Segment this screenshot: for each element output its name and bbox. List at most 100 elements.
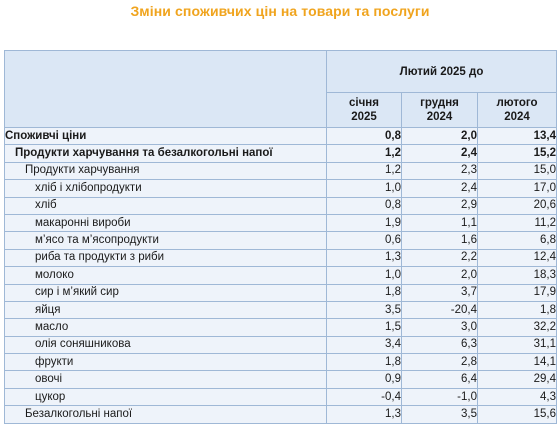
row-label: Продукти харчування bbox=[4, 161, 327, 181]
row-value: -20,4 bbox=[401, 300, 478, 320]
row-label: яйця bbox=[4, 300, 327, 320]
row-label: м’ясо та м’ясопродукти bbox=[4, 231, 327, 250]
column-header-year: 2024 bbox=[426, 111, 453, 123]
row-value: 2,4 bbox=[401, 179, 478, 198]
row-value: 1,0 bbox=[326, 266, 402, 285]
table-row: фрукти 1,8 2,8 14,1 bbox=[4, 353, 558, 372]
row-label: фрукти bbox=[4, 353, 327, 372]
row-label: молоко bbox=[4, 266, 327, 285]
table-row: Продукти харчування та безалкогольні нап… bbox=[4, 144, 558, 163]
row-value: 0,9 bbox=[326, 370, 402, 389]
row-value: -0,4 bbox=[326, 387, 402, 407]
row-value: 32,2 bbox=[476, 318, 558, 337]
table-row: Споживчі ціни 0,8 2,0 13,4 bbox=[4, 126, 558, 146]
row-value: 2,8 bbox=[401, 353, 478, 372]
row-value: 3,4 bbox=[326, 335, 402, 355]
row-value: 1,9 bbox=[326, 213, 402, 233]
row-label: хліб bbox=[4, 196, 327, 215]
row-value: 29,4 bbox=[476, 370, 558, 389]
row-value: 2,3 bbox=[401, 161, 478, 181]
table-row: масло 1,5 3,0 32,2 bbox=[4, 318, 558, 337]
row-value: -1,0 bbox=[401, 387, 478, 407]
row-value: 2,2 bbox=[401, 248, 478, 268]
row-value: 15,2 bbox=[476, 144, 558, 163]
row-value: 6,3 bbox=[401, 335, 478, 355]
row-value: 17,9 bbox=[476, 283, 558, 302]
row-value: 11,2 bbox=[476, 213, 558, 233]
row-value: 0,6 bbox=[326, 231, 402, 250]
table-row: хліб 0,8 2,9 20,6 bbox=[4, 196, 558, 215]
row-label: олія соняшникова bbox=[4, 335, 327, 355]
row-value: 1,5 bbox=[326, 318, 402, 337]
table-header-row: Лютий 2025 до bbox=[4, 50, 558, 128]
column-header: січня 2025 bbox=[326, 92, 402, 128]
row-value: 20,6 bbox=[476, 196, 558, 215]
row-label: масло bbox=[4, 318, 327, 337]
row-value: 13,4 bbox=[476, 126, 558, 146]
column-header-month: лютого bbox=[496, 97, 538, 109]
row-value: 2,9 bbox=[401, 196, 478, 215]
row-value: 12,4 bbox=[476, 248, 558, 268]
table-body: Споживчі ціни 0,8 2,0 13,4 Продукти харчуван… bbox=[4, 126, 558, 424]
column-header-month: грудня bbox=[420, 97, 459, 109]
row-value: 14,1 bbox=[476, 353, 558, 372]
table-row: хліб і хлібопродукти 1,0 2,4 17,0 bbox=[4, 179, 558, 198]
row-value: 3,5 bbox=[326, 300, 402, 320]
table-row: макаронні вироби 1,9 1,1 11,2 bbox=[4, 213, 558, 233]
row-label: Продукти харчування та безалкогольні нап… bbox=[4, 144, 327, 163]
row-value: 2,0 bbox=[401, 126, 478, 146]
row-label: цукор bbox=[4, 387, 327, 407]
table-row: олія соняшникова 3,4 6,3 31,1 bbox=[4, 335, 558, 355]
column-header: грудня 2024 bbox=[401, 92, 478, 128]
row-value: 6,4 bbox=[401, 370, 478, 389]
page-title: Зміни споживчих цін на товари та послуги bbox=[130, 3, 430, 19]
row-label: хліб і хлібопродукти bbox=[4, 179, 327, 198]
table-row: молоко 1,0 2,0 18,3 bbox=[4, 266, 558, 285]
column-header-year: 2024 bbox=[504, 111, 530, 123]
table-row: сир і м’який сир 1,8 3,7 17,9 bbox=[4, 283, 558, 302]
row-value: 0,8 bbox=[326, 126, 402, 146]
row-value: 1,8 bbox=[326, 353, 402, 372]
row-value: 1,3 bbox=[326, 405, 402, 424]
table-row: цукор -0,4 -1,0 4,3 bbox=[4, 387, 558, 407]
table-row: овочі 0,9 6,4 29,4 bbox=[4, 370, 558, 389]
row-label: Споживчі ціни bbox=[4, 126, 327, 146]
row-label: Безалкогольні напої bbox=[4, 405, 327, 424]
table-row: Безалкогольні напої 1,3 3,5 15,6 bbox=[4, 405, 558, 424]
row-value: 1,8 bbox=[326, 283, 402, 302]
row-value: 15,6 bbox=[476, 405, 558, 424]
table-row: м’ясо та м’ясопродукти 0,6 1,6 6,8 bbox=[4, 231, 558, 250]
row-value: 1,3 bbox=[326, 248, 402, 268]
header-blank-cell bbox=[4, 50, 327, 128]
row-value: 3,0 bbox=[401, 318, 478, 337]
row-value: 4,3 bbox=[476, 387, 558, 407]
row-value: 6,8 bbox=[476, 231, 558, 250]
table-row: Продукти харчування 1,2 2,3 15,0 bbox=[4, 161, 558, 181]
table-row: яйця 3,5 -20,4 1,8 bbox=[4, 300, 558, 320]
row-value: 1,2 bbox=[326, 161, 402, 181]
row-label: макаронні вироби bbox=[4, 213, 327, 233]
row-value: 3,5 bbox=[401, 405, 478, 424]
row-label: овочі bbox=[4, 370, 327, 389]
period-header: Лютий 2025 до bbox=[325, 50, 558, 93]
price-changes-table: Лютий 2025 до січня 2025 грудня 2024 лют… bbox=[4, 50, 558, 424]
row-value: 31,1 bbox=[476, 335, 558, 355]
row-value: 1,6 bbox=[401, 231, 478, 250]
row-value: 17,0 bbox=[476, 179, 558, 198]
row-value: 1,1 bbox=[401, 213, 478, 233]
row-value: 3,7 bbox=[401, 283, 478, 302]
column-header-year: 2025 bbox=[351, 111, 377, 123]
row-value: 0,8 bbox=[326, 196, 402, 215]
row-value: 1,2 bbox=[326, 144, 402, 163]
row-value: 18,3 bbox=[476, 266, 558, 285]
row-value: 15,0 bbox=[476, 161, 558, 181]
row-value: 2,4 bbox=[401, 144, 478, 163]
row-label: риба та продукти з риби bbox=[4, 248, 327, 268]
table-row: риба та продукти з риби 1,3 2,2 12,4 bbox=[4, 248, 558, 268]
row-value: 2,0 bbox=[401, 266, 478, 285]
row-label: сир і м’який сир bbox=[4, 283, 327, 302]
row-value: 1,0 bbox=[326, 179, 402, 198]
column-header-month: січня bbox=[349, 97, 379, 109]
column-header: лютого 2024 bbox=[476, 92, 558, 128]
row-value: 1,8 bbox=[476, 300, 558, 320]
